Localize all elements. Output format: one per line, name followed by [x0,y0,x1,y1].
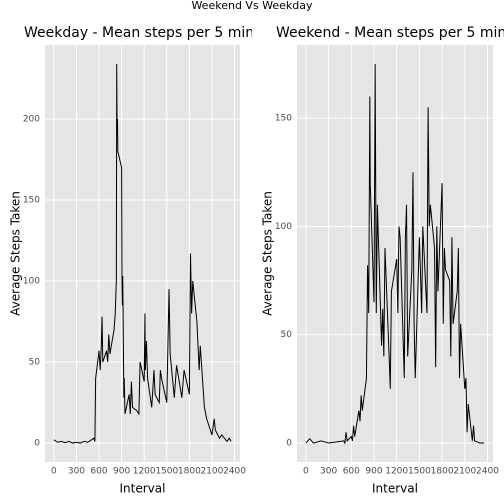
y-tick-label: 150 [275,114,292,124]
y-tick-label: 50 [29,358,41,368]
plot-background [45,45,240,462]
figure-title: Weekend Vs Weekday [191,0,313,12]
x-tick-label: 600 [90,467,107,477]
x-tick-label: 1800 [178,467,201,477]
data-line [53,63,232,444]
y-axis-label: Average Steps Taken [261,191,275,316]
x-tick-label: 600 [343,467,360,477]
panel: Weekend - Mean steps per 5 minute interv… [261,25,504,496]
y-tick-label: 100 [275,222,292,232]
plot-background [297,45,493,462]
x-tick-label: 300 [320,467,337,477]
x-tick-label: 2400 [223,467,246,477]
chart-title: Weekday - Mean steps per 5 minute interv… [24,25,335,41]
x-tick-label: 0 [303,467,309,477]
x-tick-label: 1500 [408,467,431,477]
x-tick-label: 2100 [453,467,476,477]
y-tick-label: 0 [286,439,292,449]
x-tick-label: 2100 [200,467,223,477]
x-axis-label: Interval [120,482,166,496]
data-line [305,63,485,445]
x-tick-label: 2400 [476,467,499,477]
x-tick-label: 1800 [431,467,454,477]
x-tick-label: 1200 [385,467,408,477]
panel: Weekday - Mean steps per 5 minute interv… [9,25,335,496]
y-axis-label: Average Steps Taken [9,191,23,316]
y-tick-label: 150 [23,196,40,206]
x-tick-label: 900 [113,467,130,477]
x-tick-label: 900 [365,467,382,477]
x-tick-label: 300 [68,467,85,477]
y-tick-label: 200 [23,115,40,125]
x-tick-label: 1200 [133,467,156,477]
x-axis-label: Interval [372,482,418,496]
y-tick-label: 0 [34,439,40,449]
y-tick-label: 50 [281,330,293,340]
x-tick-label: 0 [51,467,57,477]
chart-title: Weekend - Mean steps per 5 minute interv… [276,25,504,41]
y-tick-label: 100 [23,277,40,287]
x-tick-label: 1500 [155,467,178,477]
